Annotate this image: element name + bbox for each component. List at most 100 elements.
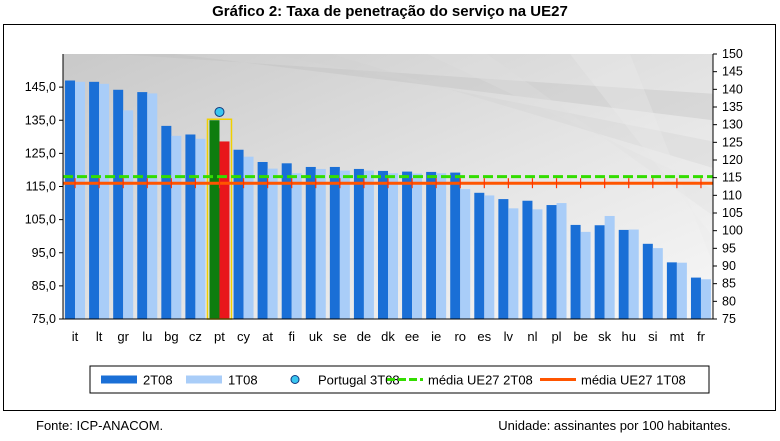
bar-1T08-de [363,170,374,319]
x-tick-label-fr: fr [697,329,706,344]
chart-frame: it lt gr lu bg cz pt cy at fi uk se de dk ee ie ro es lv nl… [3,24,776,411]
bar-1T08-nl [532,209,543,319]
y-left-tick-label: 95,0 [32,246,56,260]
x-tick-label-bg: bg [164,329,178,344]
background-band [570,54,713,264]
legend-label-2T08: 2T08 [143,373,173,388]
bar-1T08-it [75,81,86,319]
y-right-tick-label: 90 [722,259,736,273]
x-tick-label-cy: cy [237,329,251,344]
y-left-tick-label: 125,0 [25,146,56,160]
x-tick-label-nl: nl [527,329,537,344]
y-right-tick-label: 95 [722,241,736,255]
bar-1T08-sk [604,215,615,319]
bar-2T08-hu [618,229,629,319]
y-right-tick-label: 115 [722,171,742,185]
bar-2T08-de [353,168,364,319]
bar-2T08-pt [209,120,220,319]
chart-title: Gráfico 2: Taxa de penetração do serviço… [212,3,568,20]
legend-swatch-1T08 [186,375,222,384]
x-tick-label-cz: cz [189,329,202,344]
bar-2T08-sk [594,225,605,319]
bar-1T08-uk [315,168,326,319]
chart-svg: it lt gr lu bg cz pt cy at fi uk se de dk ee ie ro es lv nl… [25,47,743,394]
bar-2T08-si [642,243,653,319]
bar-2T08-ie [426,171,437,319]
bar-2T08-pl [546,205,557,319]
x-tick-label-es: es [477,329,491,344]
y-right-tick-label: 85 [722,277,736,291]
bars-group: it lt gr lu bg cz pt cy at fi uk se de dk ee ie ro es lv nl… [65,80,711,344]
y-right-tick-label: 75 [722,312,736,326]
y-right-tick-label: 100 [722,224,743,238]
bar-2T08-es [474,192,485,319]
y-right-tick-label: 125 [722,135,743,149]
marker-portugal-3T08 [214,106,225,117]
bar-2T08-nl [522,200,533,319]
x-tick-label-pt: pt [214,329,225,344]
x-tick-label-hu: hu [622,329,636,344]
x-tick-label-de: de [357,329,371,344]
x-tick-label-ee: ee [405,329,419,344]
bar-2T08-be [570,224,581,319]
bar-1T08-at [267,168,278,319]
bar-1T08-gr [123,110,134,319]
bar-1T08-dk [388,173,398,319]
bar-2T08-uk [305,166,316,319]
bar-1T08-lv [508,208,519,319]
bar-2T08-se [329,166,340,319]
bar-1T08-si [652,248,663,319]
bar-2T08-fr [690,277,701,319]
bar-1T08-be [580,231,591,319]
x-tick-label-dk: dk [381,329,395,344]
x-tick-label-se: se [333,329,347,344]
bar-1T08-bg [171,135,182,319]
x-tick-label-pl: pl [551,329,561,344]
bar-2T08-lv [498,199,509,319]
x-tick-label-at: at [262,329,273,344]
y-left-tick-label: 85,0 [32,279,56,293]
bar-2T08-lt [89,81,100,319]
bar-2T08-ro [450,172,461,319]
bar-2T08-fi [281,163,292,319]
bar-1T08-es [484,195,495,319]
y-right-tick-label: 140 [722,82,743,96]
y-right-tick-label: 145 [722,65,743,79]
bar-2T08-it [65,80,76,319]
y-right-tick-label: 80 [722,294,736,308]
bar-2T08-gr [113,89,124,320]
legend-marker-portugal-3T08 [290,375,300,384]
x-tick-label-lv: lv [504,329,514,344]
bar-2T08-cz [185,134,196,319]
x-tick-label-si: si [648,329,658,344]
y-left-tick-label: 135,0 [25,113,56,127]
bar-2T08-dk [378,170,388,319]
legend-label-media-2T08: média UE27 2T08 [428,373,533,388]
bar-2T08-cy [233,149,244,319]
bar-1T08-fr [700,279,711,319]
legend: 2T08 1T08 Portugal 3T08 média UE27 2T08 médi… [89,365,710,394]
bar-1T08-pl [556,203,567,319]
bar-1T08-lu [147,93,158,319]
x-tick-label-lu: lu [142,329,152,344]
y-right-tick-label: 105 [722,206,743,220]
bar-1T08-lt [99,83,110,319]
y-right-tick-label: 130 [722,118,743,132]
bar-1T08-ro [460,189,471,319]
bar-2T08-ee [402,171,413,319]
average-lines-group [63,106,713,189]
source-note: Fonte: ICP-ANACOM. [36,418,164,433]
bar-2T08-mt [666,262,677,319]
background-band [115,54,713,121]
y-left-tick-label: 105,0 [25,213,56,227]
x-tick-label-ro: ro [454,329,466,344]
legend-label-media-1T08: média UE27 1T08 [581,373,686,388]
y-right-tick-label: 150 [722,47,743,61]
bar-1T08-cy [243,156,254,319]
bar-1T08-mt [676,262,687,319]
unit-note: Unidade: assinantes por 100 habitantes. [498,418,731,433]
x-tick-label-uk: uk [309,329,323,344]
bar-1T08-ee [412,173,423,319]
bar-1T08-hu [628,229,639,319]
x-tick-label-ie: ie [431,329,441,344]
